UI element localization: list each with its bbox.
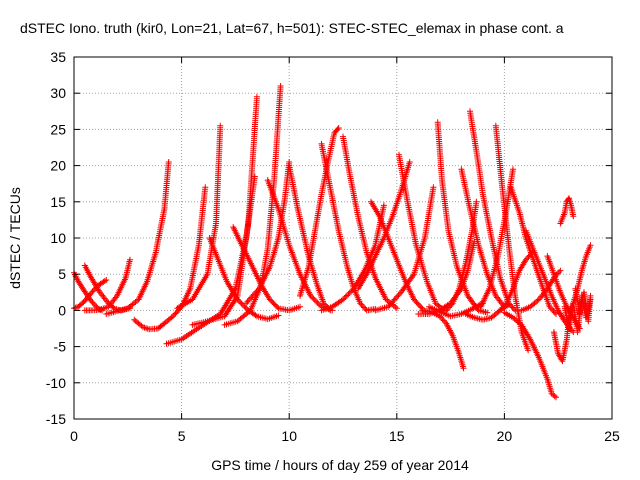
data-arc <box>467 108 519 314</box>
axis-ticks: 0 5 10 15 20 25 -15 -10 -5 0 5 10 15 20 25 30 35 <box>46 49 620 444</box>
x-axis-label: GPS time / hours of day 259 of year 2014 <box>211 457 469 473</box>
data-arc <box>497 249 536 314</box>
y-tick-label: 20 <box>50 158 66 174</box>
data-arc <box>243 159 293 307</box>
x-tick-label: 10 <box>281 428 297 444</box>
x-tick-label: 20 <box>497 428 513 444</box>
data-points <box>71 83 594 401</box>
x-tick-label: 5 <box>178 428 186 444</box>
data-arc <box>419 307 467 372</box>
data-arc <box>174 122 224 312</box>
y-tick-label: 15 <box>50 194 66 210</box>
data-arc <box>443 198 480 314</box>
data-arc <box>103 159 172 317</box>
x-tick-label: 25 <box>604 428 620 444</box>
y-axis-label: dSTEC / TECUs <box>7 187 23 289</box>
y-tick-label: 25 <box>50 121 66 137</box>
x-tick-label: 0 <box>70 428 78 444</box>
y-tick-label: -15 <box>46 411 66 427</box>
data-arc <box>297 125 342 299</box>
data-arc <box>264 177 336 314</box>
data-arc <box>572 285 594 325</box>
chart-title: dSTEC Iono. truth (kir0, Lon=21, Lat=67,… <box>20 20 564 36</box>
data-arc <box>557 195 577 227</box>
data-arc <box>368 198 426 312</box>
data-arc <box>372 184 437 314</box>
data-arc <box>318 140 379 314</box>
y-tick-label: 30 <box>50 85 66 101</box>
y-tick-label: 10 <box>50 230 66 246</box>
x-tick-label: 15 <box>389 428 405 444</box>
y-tick-label: -5 <box>54 339 67 355</box>
y-tick-label: 5 <box>58 266 66 282</box>
data-arc <box>340 133 400 312</box>
y-tick-label: 35 <box>50 49 66 65</box>
data-arc <box>396 151 448 314</box>
data-arc <box>206 235 282 323</box>
y-tick-label: -10 <box>46 375 66 391</box>
y-tick-label: 0 <box>58 302 66 318</box>
data-arc <box>501 309 559 401</box>
data-arc <box>81 256 133 314</box>
